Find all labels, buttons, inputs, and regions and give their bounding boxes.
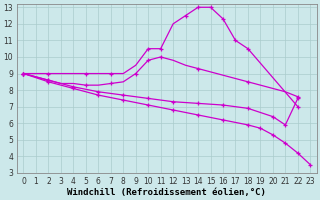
X-axis label: Windchill (Refroidissement éolien,°C): Windchill (Refroidissement éolien,°C) bbox=[68, 188, 266, 197]
